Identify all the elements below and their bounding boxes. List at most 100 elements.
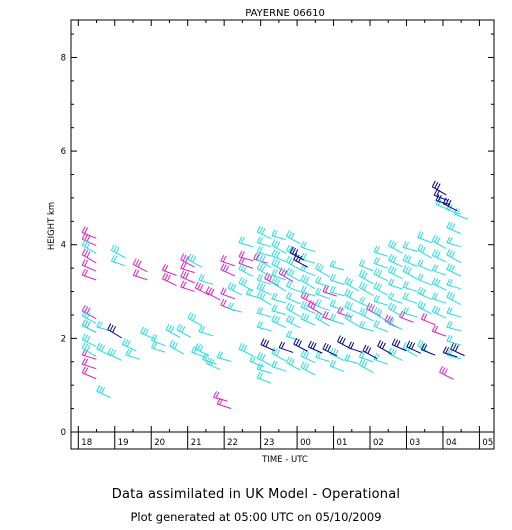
- wind-barb-magenta: [307, 300, 323, 315]
- wind-barb-cyan: [271, 360, 286, 372]
- wind-barb-cyan: [285, 280, 301, 293]
- wind-barb-navy: [322, 342, 338, 357]
- wind-barb-cyan: [388, 239, 403, 254]
- wind-barb-cyan: [271, 268, 287, 281]
- wind-barb-navy: [377, 339, 392, 355]
- wind-barb-magenta: [180, 262, 195, 274]
- wind-barb-cyan: [285, 302, 301, 318]
- wind-barb-cyan: [110, 255, 126, 267]
- wind-barb-cyan: [271, 314, 287, 329]
- x-axis-title: TIME - UTC: [261, 455, 308, 465]
- wind-barb-cyan: [187, 253, 203, 268]
- wind-barb-magenta: [81, 357, 97, 370]
- wind-barb-cyan: [238, 276, 254, 292]
- wind-barb-cyan: [431, 305, 447, 319]
- wind-barb-cyan: [285, 230, 301, 245]
- x-tick-label: 23: [264, 438, 275, 448]
- wind-barb-cyan: [373, 257, 389, 269]
- wind-barb-cyan: [358, 358, 374, 374]
- wind-barb-navy: [391, 338, 407, 352]
- wind-barb-magenta: [194, 281, 210, 296]
- wind-barb-navy: [442, 346, 458, 358]
- wind-barb-cyan: [165, 323, 181, 338]
- wind-barb-cyan: [187, 312, 203, 327]
- wind-barb-cyan: [358, 307, 374, 322]
- wind-barb-cyan: [344, 288, 360, 303]
- wind-barb-cyan: [271, 249, 287, 263]
- wind-barb-cyan: [256, 290, 272, 306]
- wind-barb-cyan: [271, 257, 287, 273]
- wind-barb-navy: [435, 194, 451, 206]
- wind-barb-cyan: [256, 236, 272, 248]
- x-tick-label: 05: [482, 438, 493, 448]
- wind-barb-cyan: [81, 309, 97, 324]
- wind-barb-cyan: [238, 262, 254, 277]
- wind-barb-cyan: [256, 306, 272, 318]
- wind-barb-cyan: [238, 236, 254, 248]
- wind-barb-cyan: [300, 285, 316, 297]
- wind-barb-cyan: [446, 248, 462, 264]
- wind-barb-cyan: [285, 267, 301, 282]
- wind-barb-cyan: [256, 321, 272, 332]
- wind-barb-cyan: [300, 274, 316, 290]
- wind-barb-cyan: [285, 255, 301, 271]
- wind-barb-cyan: [358, 269, 374, 285]
- wind-barb-cyan: [446, 334, 462, 346]
- wind-barb-cyan: [402, 281, 418, 292]
- wind-barb-cyan: [227, 302, 243, 313]
- wind-barb-cyan: [271, 276, 287, 292]
- wind-barb-cyan: [285, 356, 301, 371]
- chart-title: PAYERNE 06610: [245, 8, 325, 19]
- x-axis: 18 19 20 21 22 23 00 01 02 03 04 05: [77, 20, 493, 449]
- wind-barb-cyan: [446, 321, 462, 332]
- wind-barb-cyan: [329, 260, 345, 271]
- wind-barb-cyan: [191, 345, 206, 358]
- wind-barb-magenta: [220, 254, 235, 267]
- wind-barb-cyan: [96, 385, 112, 399]
- y-tick-label: 0: [61, 428, 66, 438]
- wind-barb-cyan: [417, 273, 432, 286]
- wind-barb-cyan: [300, 361, 316, 376]
- x-tick-label: 21: [191, 438, 202, 448]
- wind-barb-cyan: [373, 267, 389, 282]
- wind-barb-cyan: [107, 347, 122, 361]
- wind-barb-cyan: [402, 342, 418, 357]
- wind-barb-cyan: [121, 338, 137, 352]
- wind-barb-magenta: [337, 306, 352, 318]
- wind-barb-navy: [260, 338, 276, 352]
- wind-barb-magenta: [220, 287, 235, 300]
- wind-barb-magenta: [220, 263, 236, 277]
- wind-barb-magenta: [180, 253, 195, 268]
- wind-barb-cyan: [431, 277, 447, 291]
- x-tick-label: 03: [409, 438, 420, 448]
- wind-barb-cyan: [388, 278, 403, 290]
- wind-barb-cyan: [169, 339, 184, 355]
- wind-barb-cyan: [205, 357, 221, 371]
- wind-barb-cyan: [402, 292, 418, 304]
- wind-barb-cyan: [388, 292, 403, 304]
- wind-barb-cyan: [300, 252, 316, 264]
- wind-barb-navy: [293, 253, 308, 268]
- wind-barb-cyan: [373, 353, 389, 365]
- wind-barb-cyan: [446, 306, 462, 318]
- wind-barb-magenta: [322, 285, 338, 297]
- wind-barb-cyan: [300, 300, 316, 314]
- wind-barb-magenta: [216, 397, 232, 409]
- wind-barb-navy: [442, 197, 458, 212]
- wind-barb-cyan: [446, 278, 462, 290]
- wind-barb-cyan: [300, 349, 316, 364]
- wind-barb-cyan: [96, 342, 112, 357]
- wind-barbs: [81, 180, 469, 409]
- wind-barb-cyan: [125, 348, 141, 360]
- wind-barb-magenta: [420, 313, 436, 326]
- y-tick-label: 8: [61, 53, 66, 63]
- wind-barb-cyan: [81, 239, 97, 254]
- wind-barb-cyan: [271, 304, 286, 315]
- wind-barb-cyan: [256, 273, 272, 285]
- wind-barb-cyan: [285, 330, 301, 341]
- wind-barb-cyan: [417, 243, 432, 259]
- footer-title: Data assimilated in UK Model - Operation…: [111, 487, 401, 502]
- x-axis-label-band: [70, 431, 495, 450]
- wind-barb-cyan: [216, 351, 232, 362]
- wind-barb-magenta: [132, 269, 148, 281]
